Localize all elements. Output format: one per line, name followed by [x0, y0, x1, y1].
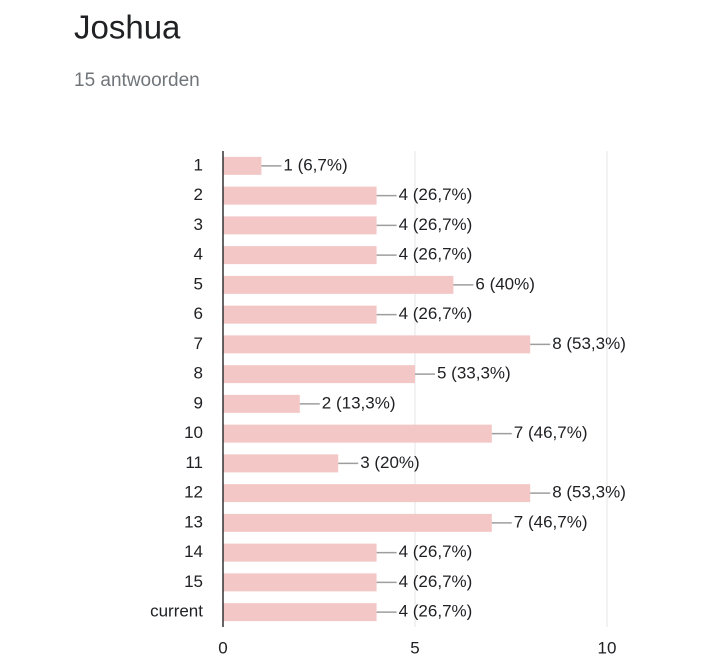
y-tick-label: 4 [194, 245, 203, 264]
bar [223, 603, 377, 622]
bar [223, 394, 300, 413]
value-label: 4 (26,7%) [399, 245, 473, 264]
y-tick-label: 13 [184, 512, 203, 531]
y-tick-label: 2 [194, 185, 203, 204]
bar [223, 573, 377, 592]
value-label: 4 (26,7%) [399, 185, 473, 204]
value-label: 4 (26,7%) [399, 215, 473, 234]
y-tick-label: 14 [184, 542, 203, 561]
value-label: 4 (26,7%) [399, 572, 473, 591]
y-tick-label: 1 [194, 155, 203, 174]
bar [223, 156, 262, 175]
y-tick-label: 6 [194, 304, 203, 323]
y-tick-label: 12 [184, 483, 203, 502]
value-label: 3 (20%) [360, 453, 420, 472]
chart-title: Joshua [74, 9, 181, 46]
y-tick-label: current [150, 602, 203, 621]
y-tick-label: 5 [194, 274, 203, 293]
bar [223, 365, 415, 384]
bar [223, 186, 377, 205]
x-tick-label: 10 [598, 638, 617, 657]
value-label: 8 (53,3%) [552, 483, 626, 502]
bar [223, 543, 377, 562]
chart-subtitle: 15 antwoorden [74, 70, 200, 91]
value-label: 4 (26,7%) [399, 304, 473, 323]
bar [223, 275, 454, 294]
y-tick-label: 15 [184, 572, 203, 591]
value-label: 7 (46,7%) [514, 423, 588, 442]
y-tick-label: 7 [194, 334, 203, 353]
value-label: 8 (53,3%) [552, 334, 626, 353]
value-label: 7 (46,7%) [514, 512, 588, 531]
bar [223, 454, 339, 473]
x-tick-label: 5 [410, 638, 419, 657]
bar [223, 424, 492, 443]
y-tick-label: 9 [194, 393, 203, 412]
value-label: 4 (26,7%) [399, 602, 473, 621]
bar [223, 335, 531, 354]
y-tick-label: 8 [194, 364, 203, 383]
bar [223, 246, 377, 265]
value-label: 2 (13,3%) [322, 393, 396, 412]
x-tick-label: 0 [218, 638, 227, 657]
y-tick-label: 10 [184, 423, 203, 442]
value-label: 5 (33,3%) [437, 364, 511, 383]
value-label: 4 (26,7%) [399, 542, 473, 561]
value-label: 6 (40%) [475, 274, 535, 293]
y-tick-label: 11 [185, 453, 203, 472]
bar [223, 216, 377, 235]
bar [223, 305, 377, 324]
value-label: 1 (6,7%) [283, 155, 347, 174]
bar [223, 513, 492, 532]
bar [223, 484, 531, 503]
y-tick-label: 3 [194, 215, 203, 234]
